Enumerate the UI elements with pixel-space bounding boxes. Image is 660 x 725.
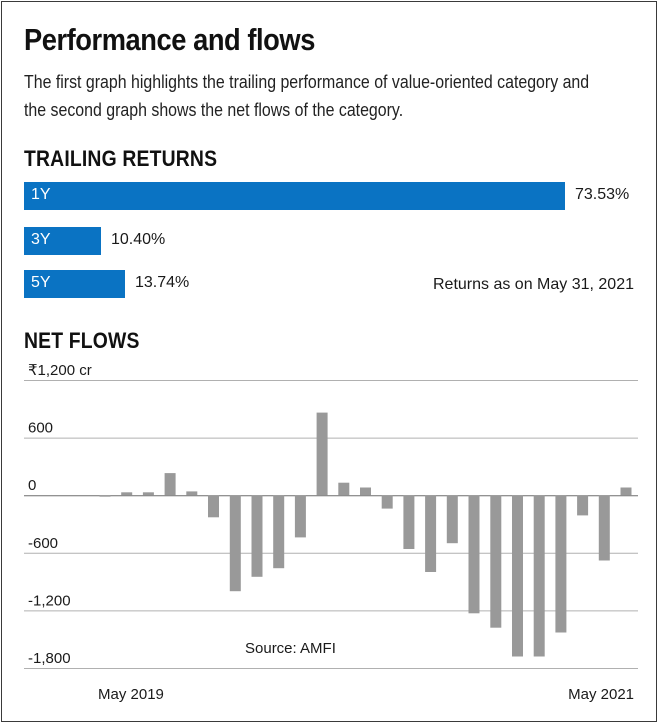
net-flow-bar bbox=[338, 482, 350, 496]
net-flow-bar bbox=[142, 492, 154, 496]
net-flow-bar bbox=[468, 495, 480, 614]
x-axis-start-label: May 2019 bbox=[98, 686, 164, 703]
page-subtitle: The first graph highlights the trailing … bbox=[24, 71, 590, 120]
net-flow-bar bbox=[164, 473, 176, 496]
net-flow-bar bbox=[533, 495, 545, 657]
net-flow-bar bbox=[294, 495, 306, 538]
net-flow-bar bbox=[316, 412, 328, 496]
returns-bar-3y: 3Y bbox=[24, 227, 101, 255]
returns-value-label: 73.53% bbox=[575, 186, 630, 203]
page-title: Performance and flows bbox=[24, 22, 315, 57]
x-axis-end-label: May 2021 bbox=[568, 686, 634, 703]
net-flow-bar bbox=[620, 487, 632, 496]
net-flow-bar bbox=[598, 495, 610, 561]
y-tick-label: 600 bbox=[28, 420, 53, 437]
net-flow-bar bbox=[273, 495, 285, 569]
net-flow-bar bbox=[403, 495, 415, 549]
net-flow-bar bbox=[446, 495, 458, 544]
y-tick-label: -1,800 bbox=[28, 650, 71, 667]
net-flow-bar bbox=[512, 495, 523, 657]
y-tick-label: -1,200 bbox=[28, 592, 71, 609]
returns-value-label: 13.74% bbox=[135, 274, 190, 291]
net-flow-bar bbox=[490, 495, 502, 628]
returns-value-label: 10.40% bbox=[111, 231, 166, 248]
net-flow-bar bbox=[186, 491, 198, 496]
net-flow-bar bbox=[425, 495, 437, 572]
returns-date-note: Returns as on May 31, 2021 bbox=[432, 276, 634, 293]
returns-bar-label: 5Y bbox=[31, 274, 51, 291]
net-flow-bar bbox=[577, 495, 589, 516]
returns-bar-label: 1Y bbox=[31, 186, 51, 203]
net-flow-bar bbox=[381, 495, 393, 509]
y-tick-label: 0 bbox=[28, 477, 36, 494]
y-tick-label: ₹1,200 cr bbox=[28, 362, 92, 379]
returns-bar-label: 3Y bbox=[31, 231, 51, 248]
source-note: Source: AMFI bbox=[245, 640, 336, 657]
net-flow-bar bbox=[99, 495, 111, 497]
net-flow-bar bbox=[360, 487, 371, 496]
returns-bar-5y: 5Y bbox=[24, 270, 125, 298]
net-flows-heading: NET FLOWS bbox=[24, 328, 140, 353]
net-flow-bar bbox=[208, 495, 219, 518]
net-flow-bar bbox=[229, 495, 241, 592]
net-flow-bar bbox=[555, 495, 567, 633]
net-flow-bar bbox=[251, 495, 263, 577]
y-tick-label: -600 bbox=[28, 535, 58, 552]
net-flow-bar bbox=[121, 492, 133, 496]
returns-bar-1y: 1Y bbox=[24, 182, 565, 210]
trailing-returns-heading: TRAILING RETURNS bbox=[24, 146, 218, 171]
